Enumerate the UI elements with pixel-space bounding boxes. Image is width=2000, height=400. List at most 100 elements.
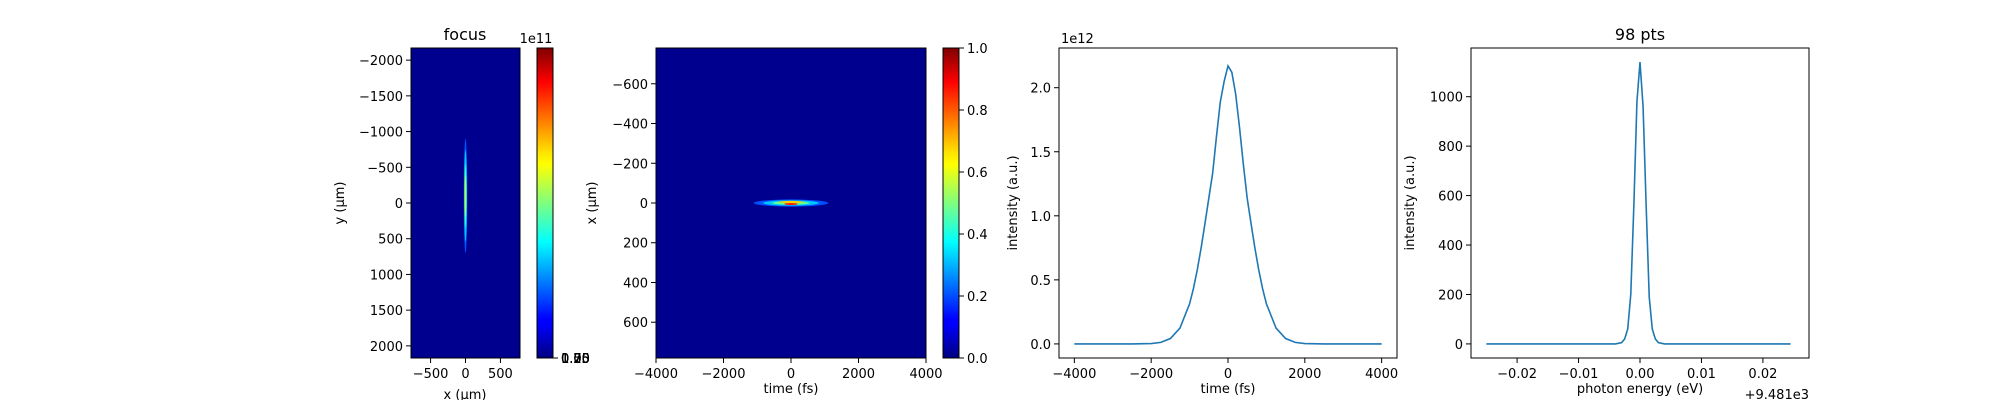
y-tick-label: 1.5 bbox=[1030, 146, 1051, 161]
x-axis-ticks: −4000 −2000 0 2000 4000 bbox=[1052, 358, 1398, 382]
colorbar-tick-label: 0.75 bbox=[561, 352, 590, 367]
y-tick-label: 0.5 bbox=[1030, 274, 1051, 289]
x-tick-label: −2000 bbox=[702, 367, 746, 382]
colorbar-tick-label: 0.6 bbox=[967, 166, 988, 181]
colorbar-frame bbox=[536, 47, 554, 359]
colorbar-tick-label: 0.0 bbox=[967, 352, 988, 367]
colorbar bbox=[943, 48, 959, 358]
y-tick-label: 0 bbox=[1455, 338, 1463, 353]
spot-contour bbox=[779, 200, 803, 204]
y-axis-ticks: 0 200 400 600 800 1000 bbox=[1430, 91, 1471, 353]
y-axis-offset-text: 1e12 bbox=[1061, 32, 1094, 47]
colorbar-tick-label: 0.50 bbox=[561, 352, 590, 367]
colorbar-offset-text: 1e11 bbox=[520, 32, 553, 47]
panel-temporal-profile: −4000 −2000 0 2000 4000 0.0 0.5 1.0 1.5 2.0 1e12… bbox=[1006, 32, 1398, 397]
x-axis-ticks: −0.02 −0.01 0.00 0.01 0.02 bbox=[1497, 358, 1777, 382]
panel-focus: focus −500 0 500 −2000 −1500 −1000 −500 0 500 10… bbox=[333, 25, 590, 400]
y-tick-label: −1000 bbox=[359, 126, 403, 141]
panel-spectrum: 98 pts −0.02 −0.01 0.00 0.01 0.02 0 200 400 600… bbox=[1403, 25, 1810, 400]
y-tick-label: 400 bbox=[623, 276, 648, 291]
x-tick-label: −0.02 bbox=[1497, 367, 1537, 382]
x-tick-label: 0 bbox=[1224, 367, 1232, 382]
x-tick-label: 4000 bbox=[909, 367, 942, 382]
x-axis-ticks: −4000 −2000 0 2000 4000 bbox=[634, 358, 943, 382]
y-axis-ticks: 0.0 0.5 1.0 1.5 2.0 bbox=[1030, 82, 1059, 353]
x-axis-label: time (fs) bbox=[1201, 382, 1256, 397]
x-tick-label: 2000 bbox=[1288, 367, 1321, 382]
colorbar bbox=[537, 48, 553, 358]
colorbar-tick-label: 0.2 bbox=[967, 290, 988, 305]
x-tick-label: −2000 bbox=[1129, 367, 1173, 382]
x-tick-label: −4000 bbox=[634, 367, 678, 382]
colorbar-tick-label: 0.25 bbox=[561, 352, 590, 367]
plot-frame bbox=[1470, 47, 1810, 359]
y-tick-label: 200 bbox=[623, 237, 648, 252]
y-tick-label: 1500 bbox=[370, 304, 403, 319]
colorbar-tick-label: 1.75 bbox=[561, 352, 590, 367]
y-axis-label: y (μm) bbox=[333, 182, 348, 225]
x-tick-label: 0 bbox=[461, 367, 469, 382]
colorbar-ticks: 0.000.250.500.751.001.251.501.75 bbox=[553, 352, 590, 367]
y-tick-label: 2000 bbox=[370, 340, 403, 355]
colorbar-tick-label: 0.00 bbox=[561, 352, 590, 367]
y-tick-label: −1500 bbox=[359, 90, 403, 105]
y-tick-label: 0 bbox=[640, 197, 648, 212]
x-tick-label: 500 bbox=[488, 367, 513, 382]
y-tick-label: −200 bbox=[612, 157, 648, 172]
y-axis-label: intensity (a.u.) bbox=[1403, 155, 1418, 250]
y-axis-ticks: −2000 −1500 −1000 −500 0 500 1000 1500 2000 bbox=[359, 54, 411, 355]
colorbar-frame bbox=[942, 47, 960, 359]
x-tick-label: −4000 bbox=[1052, 367, 1096, 382]
x-tick-label: 4000 bbox=[1365, 367, 1398, 382]
colorbar-tick-label: 1.0 bbox=[967, 42, 988, 57]
x-axis-label: x (μm) bbox=[444, 388, 487, 400]
y-tick-label: −600 bbox=[612, 78, 648, 93]
intensity-spot bbox=[753, 199, 829, 207]
y-tick-label: −2000 bbox=[359, 54, 403, 69]
x-tick-label: 0.02 bbox=[1748, 367, 1777, 382]
y-tick-label: 1.0 bbox=[1030, 210, 1051, 225]
x-tick-label: −0.01 bbox=[1559, 367, 1599, 382]
series-line bbox=[1486, 62, 1791, 345]
x-axis-label: time (fs) bbox=[764, 382, 819, 397]
spot-contour bbox=[464, 175, 467, 216]
x-axis-label: photon energy (eV) bbox=[1577, 382, 1703, 397]
y-tick-label: −500 bbox=[367, 161, 403, 176]
y-tick-label: 2.0 bbox=[1030, 82, 1051, 97]
plot-frame bbox=[1058, 47, 1398, 359]
y-tick-label: 600 bbox=[1438, 190, 1463, 205]
y-tick-label: 1000 bbox=[370, 268, 403, 283]
series-line bbox=[1074, 63, 1382, 345]
y-tick-label: 0.0 bbox=[1030, 338, 1051, 353]
x-tick-label: 2000 bbox=[842, 367, 875, 382]
x-tick-label: −500 bbox=[413, 367, 449, 382]
colorbar-ticks: 0.0 0.2 0.4 0.6 0.8 1.0 bbox=[959, 42, 988, 367]
colorbar-tick-label: 0.4 bbox=[967, 228, 988, 243]
y-axis-label: x (μm) bbox=[585, 182, 600, 225]
x-tick-label: 0.01 bbox=[1687, 367, 1716, 382]
colorbar-tick-label: 1.25 bbox=[561, 352, 590, 367]
y-tick-label: 400 bbox=[1438, 239, 1463, 254]
x-tick-label: 0 bbox=[787, 367, 795, 382]
y-tick-label: 0 bbox=[395, 197, 403, 212]
spot-contour bbox=[784, 203, 798, 205]
chart-title: 98 pts bbox=[1615, 25, 1665, 44]
y-axis-ticks: −600 −400 −200 0 200 400 600 bbox=[612, 78, 656, 331]
panel-time-x: −4000 −2000 0 2000 4000 −600−400−20002004006… bbox=[585, 42, 988, 397]
y-tick-label: 200 bbox=[1438, 288, 1463, 303]
y-tick-label: 1000 bbox=[1430, 91, 1463, 106]
y-tick-label: 800 bbox=[1438, 140, 1463, 155]
y-tick-label: 600 bbox=[623, 316, 648, 331]
intensity-spot bbox=[463, 138, 468, 253]
y-tick-label: −400 bbox=[612, 118, 648, 133]
y-tick-label: 500 bbox=[378, 233, 403, 248]
colorbar-tick-label: 1.50 bbox=[561, 352, 590, 367]
colorbar-tick-label: 1.00 bbox=[561, 352, 590, 367]
y-axis-label: intensity (a.u.) bbox=[1006, 155, 1021, 250]
x-axis-ticks: −500 0 500 bbox=[413, 358, 513, 382]
colorbar-tick-label: 0.8 bbox=[967, 104, 988, 119]
x-tick-label: 0.00 bbox=[1626, 367, 1655, 382]
x-axis-offset-text: +9.481e3 bbox=[1745, 388, 1809, 400]
chart-title: focus bbox=[444, 25, 487, 44]
